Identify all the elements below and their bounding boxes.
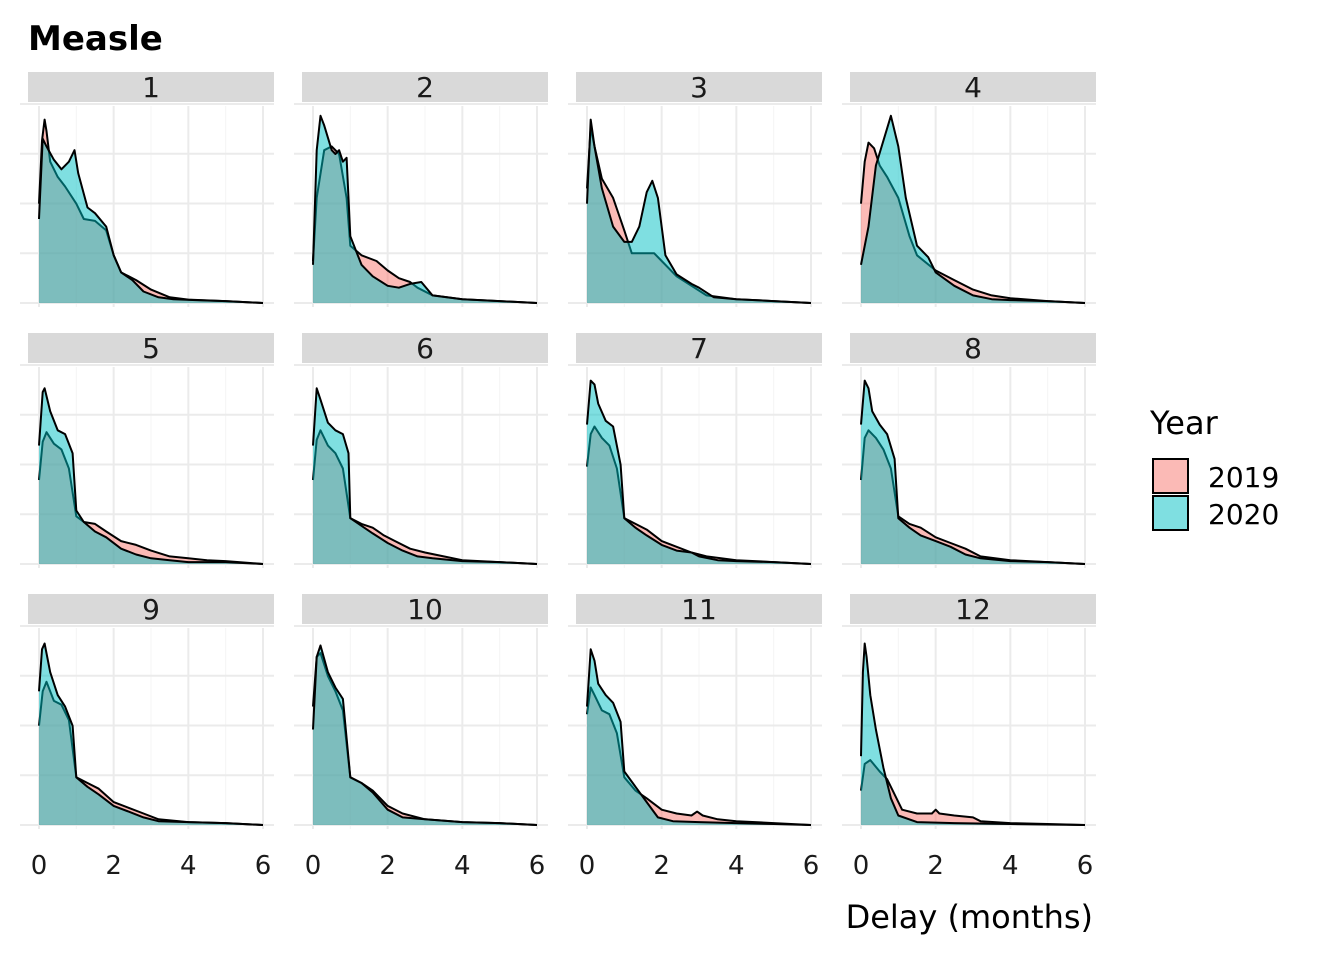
density-line-2020 — [586, 648, 812, 826]
density-line-2020 — [312, 387, 538, 565]
density-area-2019 — [861, 430, 1085, 564]
x-tick-label: 0 — [31, 851, 48, 881]
density-area-2020 — [587, 119, 811, 303]
strip-label: 9 — [142, 593, 160, 626]
panel-8: 8 — [842, 332, 1096, 568]
panel-2: 2 — [294, 71, 548, 307]
density-line-2020 — [38, 642, 264, 826]
density-line-2020 — [38, 387, 264, 565]
x-tick-label: 4 — [454, 851, 471, 881]
panel-6: 6 — [294, 332, 548, 568]
density-area-2020 — [39, 138, 263, 303]
density-line-2020 — [860, 114, 1086, 304]
strip-label: 1 — [142, 71, 160, 104]
x-tick-label: 4 — [1002, 851, 1019, 881]
panel-7: 7 — [568, 332, 822, 568]
density-area-2020 — [587, 380, 811, 564]
strip-label: 5 — [142, 332, 160, 365]
x-tick-label: 2 — [105, 851, 122, 881]
panel-4: 4 — [842, 71, 1096, 307]
density-area-2020 — [313, 115, 537, 303]
strip-label: 7 — [690, 332, 708, 365]
strip-bg — [28, 594, 274, 624]
x-tick-label: 0 — [579, 851, 596, 881]
strip-label: 2 — [416, 71, 434, 104]
strip-bg — [576, 72, 822, 102]
density-area-2020 — [861, 643, 1085, 825]
strip-label: 3 — [690, 71, 708, 104]
chart-title: Measle — [28, 19, 163, 59]
x-tick-label: 4 — [180, 851, 197, 881]
x-tick-label: 2 — [653, 851, 670, 881]
density-line-2020 — [860, 642, 1086, 826]
x-tick-label: 2 — [379, 851, 396, 881]
strip-bg — [302, 333, 548, 363]
density-area-2020 — [39, 388, 263, 564]
panel-12: 12 0 2 4 6 — [842, 593, 1096, 881]
panel-1: 1 — [20, 71, 274, 307]
x-tick-label: 6 — [255, 851, 272, 881]
density-area-2020 — [39, 643, 263, 825]
strip-label: 6 — [416, 332, 434, 365]
x-tick-label: 6 — [1077, 851, 1094, 881]
x-tick-label: 0 — [853, 851, 870, 881]
panel-9: 9 0 2 4 6 — [20, 593, 274, 881]
density-line-2020 — [586, 379, 812, 565]
x-tick-label: 2 — [927, 851, 944, 881]
strip-bg — [850, 333, 1096, 363]
strip-bg — [576, 333, 822, 363]
density-line-2020 — [586, 118, 812, 304]
strip-label: 4 — [964, 71, 982, 104]
strip-label: 12 — [955, 593, 991, 626]
x-tick-label: 6 — [803, 851, 820, 881]
legend-label-2019: 2019 — [1208, 461, 1279, 494]
density-area-2020 — [861, 380, 1085, 564]
legend-label-2020: 2020 — [1208, 498, 1279, 531]
strip-label: 11 — [681, 593, 717, 626]
density-area-2020 — [313, 388, 537, 564]
strip-label: 10 — [407, 593, 443, 626]
density-line-2020 — [312, 644, 538, 826]
panel-11: 11 0 2 4 6 — [568, 593, 822, 881]
panel-3: 3 — [568, 71, 822, 307]
density-line-2020 — [38, 137, 264, 304]
density-line-2020 — [860, 379, 1086, 565]
x-tick-label: 0 — [305, 851, 322, 881]
legend-title: Year — [1149, 404, 1219, 442]
density-line-2020 — [312, 114, 538, 304]
x-tick-label: 4 — [728, 851, 745, 881]
strip-label: 8 — [964, 332, 982, 365]
strip-bg — [28, 333, 274, 363]
strip-bg — [850, 594, 1096, 624]
density-area-2019 — [313, 146, 537, 303]
strip-bg — [850, 72, 1096, 102]
legend: Year 2019 2020 — [1149, 404, 1279, 531]
x-axis-label: Delay (months) — [846, 898, 1093, 936]
strip-bg — [28, 72, 274, 102]
strip-bg — [302, 72, 548, 102]
panel-10: 10 0 2 4 6 — [294, 593, 548, 881]
legend-key-2020 — [1152, 495, 1189, 531]
panel-5: 5 — [20, 332, 274, 568]
density-area-2019 — [587, 426, 811, 564]
density-area-2019 — [39, 681, 263, 825]
density-area-2020 — [313, 645, 537, 825]
strip-bg — [302, 594, 548, 624]
legend-key-2019 — [1152, 458, 1189, 494]
x-tick-label: 6 — [529, 851, 546, 881]
density-area-2020 — [587, 649, 811, 825]
strip-bg — [576, 594, 822, 624]
density-area-2020 — [861, 115, 1085, 303]
